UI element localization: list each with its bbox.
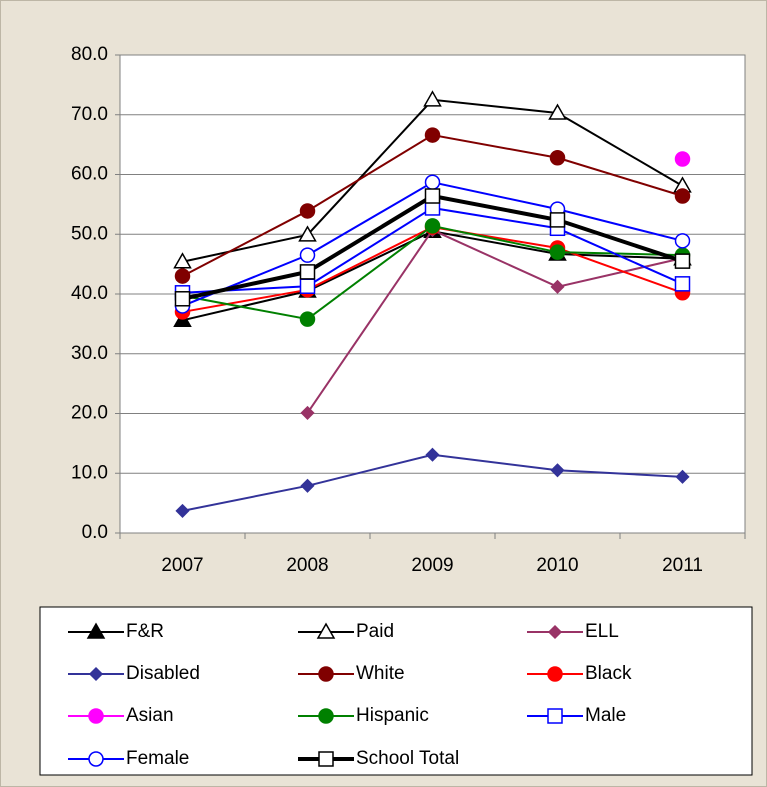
- marker: [299, 311, 316, 327]
- x-tick-label: 2008: [286, 555, 328, 576]
- legend-label: Disabled: [126, 663, 200, 684]
- marker: [175, 503, 190, 518]
- x-tick-label: 2007: [161, 555, 203, 576]
- marker: [675, 469, 690, 484]
- y-tick-label: 60.0: [71, 164, 108, 185]
- marker: [548, 103, 567, 120]
- marker: [316, 622, 336, 639]
- marker: [318, 666, 334, 682]
- legend-label: Black: [585, 663, 632, 684]
- marker: [300, 478, 315, 493]
- marker: [423, 90, 442, 107]
- y-tick-label: 30.0: [71, 343, 108, 364]
- marker: [549, 212, 566, 228]
- y-tick-label: 40.0: [71, 283, 108, 304]
- marker: [549, 150, 566, 166]
- marker: [549, 244, 566, 260]
- marker: [674, 253, 691, 269]
- marker: [318, 751, 334, 767]
- y-tick-label: 50.0: [71, 223, 108, 244]
- marker: [674, 276, 691, 292]
- marker: [674, 233, 691, 249]
- legend-label: Paid: [356, 621, 394, 642]
- marker: [173, 252, 192, 269]
- marker: [424, 218, 441, 234]
- marker: [299, 278, 316, 294]
- marker: [547, 624, 563, 640]
- x-tick-label: 2011: [662, 555, 703, 576]
- marker: [299, 203, 316, 219]
- marker: [550, 279, 565, 294]
- marker: [547, 708, 563, 724]
- series-line: [306, 228, 683, 414]
- marker: [88, 708, 104, 724]
- y-tick-label: 70.0: [71, 104, 108, 125]
- legend-label: White: [356, 663, 405, 684]
- marker: [174, 291, 191, 307]
- marker: [299, 247, 316, 263]
- y-tick-label: 20.0: [71, 403, 108, 424]
- legend-label: Male: [585, 705, 626, 726]
- x-tick-label: 2009: [411, 555, 453, 576]
- marker: [674, 151, 691, 167]
- marker: [174, 268, 191, 284]
- legend-label: Asian: [126, 705, 174, 726]
- legend-label: Hispanic: [356, 705, 429, 726]
- marker: [88, 666, 104, 682]
- marker: [318, 708, 334, 724]
- marker: [88, 751, 104, 767]
- marker: [424, 127, 441, 143]
- y-tick-label: 0.0: [82, 522, 108, 543]
- legend-label: ELL: [585, 621, 619, 642]
- marker: [424, 174, 441, 191]
- marker: [424, 188, 441, 204]
- marker: [299, 264, 316, 280]
- y-tick-label: 10.0: [71, 462, 108, 483]
- marker: [547, 666, 563, 682]
- legend-label: Female: [126, 748, 189, 769]
- y-tick-label: 80.0: [71, 44, 108, 65]
- legend: [39, 606, 753, 776]
- marker: [425, 447, 440, 462]
- marker: [674, 188, 691, 204]
- x-tick-label: 2010: [536, 555, 578, 576]
- marker: [86, 622, 106, 639]
- legend-label: F&R: [126, 621, 164, 642]
- marker: [300, 405, 315, 420]
- marker: [550, 463, 565, 478]
- marker: [298, 225, 317, 242]
- legend-label: School Total: [356, 748, 459, 769]
